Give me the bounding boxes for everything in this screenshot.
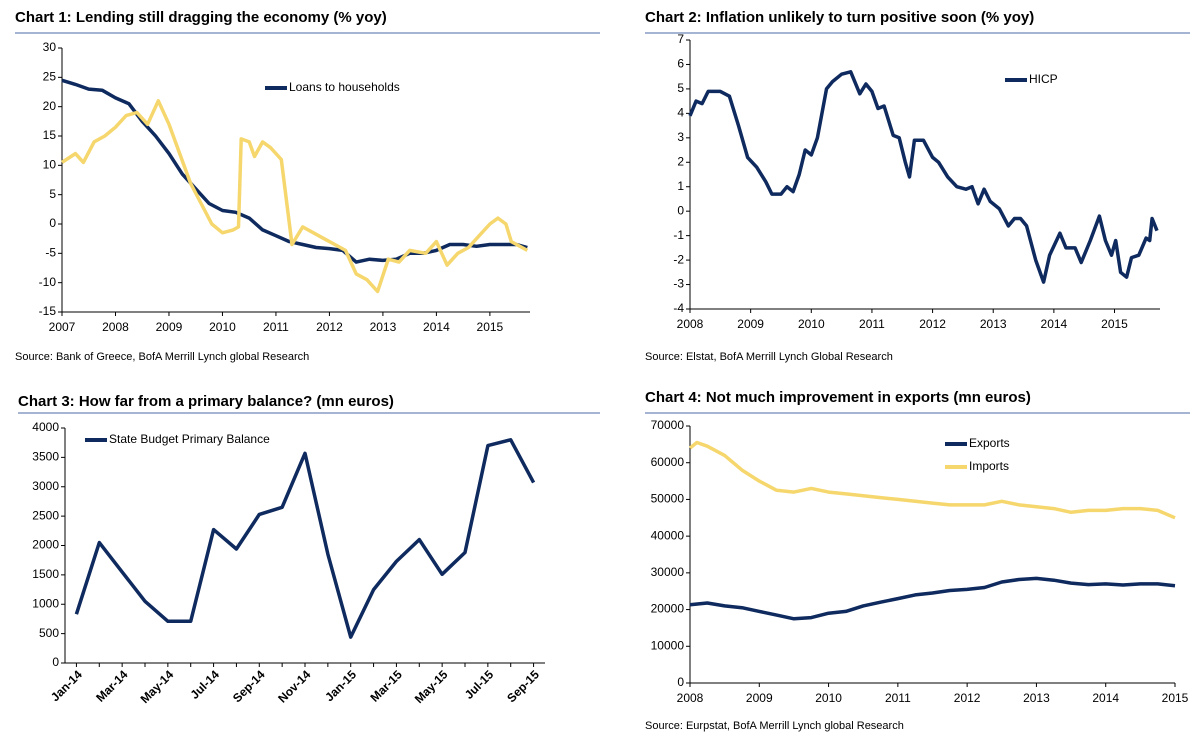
y-tick-label: 1 [677,179,684,193]
y-tick-label: -10 [39,275,57,289]
x-tick-label: 2010 [798,317,825,331]
x-tick-label: Mar-14 [93,667,130,704]
x-tick-label: Jul-15 [462,667,497,702]
x-tick-label: 2008 [677,691,704,705]
y-tick-label: 500 [39,626,59,640]
y-tick-label: 4000 [32,420,59,434]
y-tick-label: 0 [677,203,684,217]
x-tick-label: 2009 [737,317,764,331]
x-tick-label: 2012 [919,317,946,331]
y-tick-label: 7 [677,32,684,46]
x-tick-label: 2011 [859,317,885,331]
legend-label: State Budget Primary Balance [109,432,270,446]
chart-title: Chart 1: Lending still dragging the econ… [15,9,387,26]
x-tick-label: 2010 [209,320,236,334]
legend-label: Loans to households [289,80,400,94]
y-tick-label: 0 [52,655,59,669]
legend-label: HICP [1029,72,1058,86]
x-tick-label: 2014 [423,320,450,334]
x-tick-label: Mar-15 [368,667,405,704]
x-tick-label: Jan-15 [322,667,359,704]
source-note: Source: Elstat, BofA Merrill Lynch Globa… [645,351,893,363]
y-tick-label: 5 [49,187,56,201]
x-tick-label: Sep-15 [504,667,542,705]
y-tick-label: 10 [43,158,57,172]
x-tick-label: 2007 [49,320,76,334]
y-tick-label: -3 [673,277,684,291]
series-line [688,440,1176,520]
x-tick-label: 2008 [677,317,704,331]
y-tick-label: 3500 [32,450,59,464]
series-line [61,78,528,264]
x-tick-label: Nov-14 [275,667,313,705]
y-tick-label: 2000 [32,538,59,552]
x-tick-label: 2012 [316,320,343,334]
y-tick-label: -5 [45,246,56,260]
series-line [689,576,1176,621]
y-tick-label: 0 [49,216,56,230]
y-tick-label: 40000 [651,528,685,542]
y-tick-label: 20000 [651,602,685,616]
y-tick-label: 50000 [651,492,685,506]
x-tick-label: 2015 [1162,691,1189,705]
y-tick-label: 1000 [32,596,59,610]
series-line [74,438,536,639]
x-tick-label: 2013 [1023,691,1050,705]
y-tick-label: 3000 [32,479,59,493]
x-tick-label: 2008 [102,320,129,334]
y-tick-label: 4 [677,106,684,120]
y-tick-label: 25 [43,70,57,84]
y-tick-label: 6 [677,57,684,71]
y-tick-label: -2 [673,252,684,266]
y-tick-label: 2500 [32,508,59,522]
x-tick-label: 2009 [746,691,773,705]
chart-title: Chart 3: How far from a primary balance?… [18,393,394,410]
y-tick-label: 60000 [651,455,685,469]
x-tick-label: 2013 [980,317,1007,331]
y-tick-label: 0 [677,675,684,689]
legend-label: Exports [969,436,1010,450]
legend-label: Imports [969,459,1009,473]
y-tick-label: 20 [43,99,57,113]
chart-title: Chart 2: Inflation unlikely to turn posi… [645,9,1034,26]
y-tick-label: -4 [673,301,684,315]
y-tick-label: 30 [43,40,57,54]
y-tick-label: 30000 [651,565,685,579]
x-tick-label: Jan-14 [48,667,85,704]
y-tick-label: 1500 [32,567,59,581]
x-tick-label: 2013 [370,320,397,334]
y-tick-label: 15 [43,128,57,142]
x-tick-label: 2012 [954,691,981,705]
x-tick-label: Jul-14 [188,667,223,702]
source-note: Source: Bank of Greece, BofA Merrill Lyn… [15,351,309,363]
source-note: Source: Eurpstat, BofA Merrill Lynch glo… [645,720,904,732]
x-tick-label: May-15 [412,667,451,706]
y-tick-label: 3 [677,130,684,144]
x-tick-label: 2014 [1092,691,1119,705]
y-tick-label: 70000 [651,418,685,432]
x-tick-label: 2014 [1041,317,1068,331]
x-tick-label: 2011 [885,691,911,705]
x-tick-label: 2010 [815,691,842,705]
series-line [688,70,1159,284]
y-tick-label: 2 [677,154,684,168]
y-tick-label: -15 [39,304,57,318]
x-tick-label: Sep-14 [230,667,268,705]
y-tick-label: 5 [677,81,684,95]
x-tick-label: 2011 [263,320,289,334]
x-tick-label: 2009 [156,320,183,334]
y-tick-label: 10000 [651,638,685,652]
y-tick-label: -1 [673,228,684,242]
x-tick-label: 2015 [1101,317,1128,331]
series-line [61,99,529,294]
chart-title: Chart 4: Not much improvement in exports… [645,389,1031,406]
x-tick-label: 2015 [477,320,504,334]
x-tick-label: May-14 [138,667,177,706]
